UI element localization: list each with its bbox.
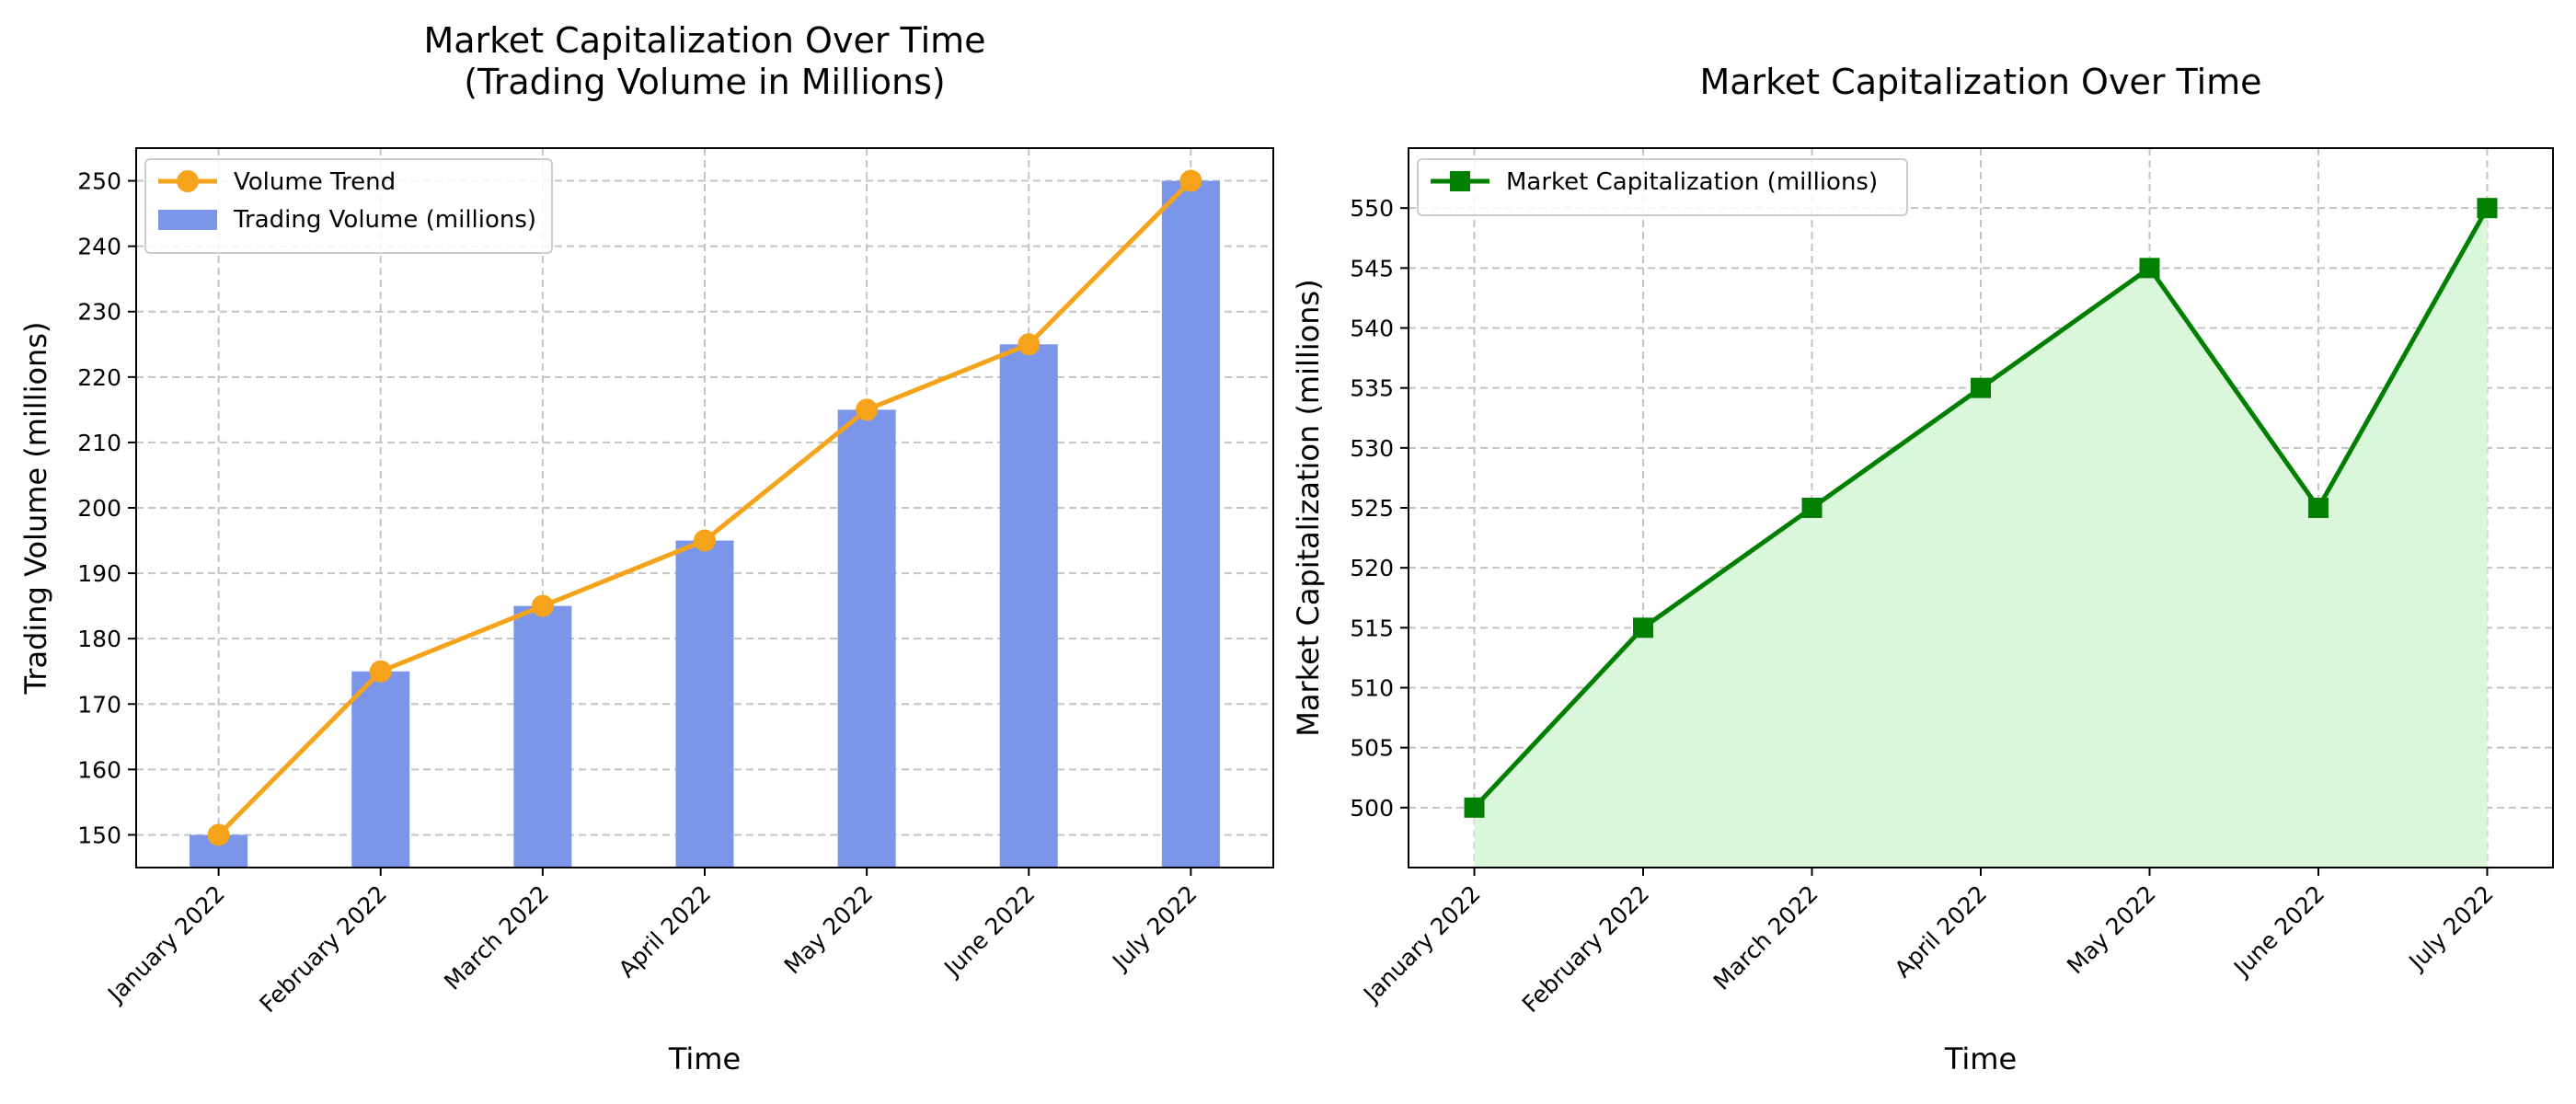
bar [1161, 180, 1220, 868]
x-axis-label: Time [1944, 1041, 2017, 1076]
data-point [1179, 169, 1202, 192]
y-tick-label: 500 [1350, 795, 1394, 822]
bar [837, 409, 896, 868]
legend-box [144, 158, 553, 254]
data-point [531, 594, 554, 617]
y-tick-label: 550 [1350, 195, 1394, 222]
y-tick-label: 220 [77, 364, 121, 391]
data-point [1018, 333, 1041, 356]
x-tick-label: June 2022 [2227, 880, 2329, 983]
data-point [856, 398, 879, 421]
legend-marker [1450, 171, 1470, 191]
x-tick-label: February 2022 [255, 880, 392, 1018]
chart-title: (Trading Volume in Millions) [464, 62, 945, 102]
y-tick-label: 210 [77, 430, 121, 456]
y-tick-label: 505 [1350, 735, 1394, 762]
data-point [207, 823, 230, 846]
x-tick-label: June 2022 [937, 880, 1040, 983]
data-point [369, 660, 392, 683]
y-axis-label: Trading Volume (millions) [18, 322, 53, 696]
data-point [2477, 198, 2498, 219]
chart-title: Market Capitalization Over Time [423, 20, 985, 61]
y-tick-label: 545 [1350, 255, 1394, 282]
x-axis-label: Time [668, 1041, 741, 1076]
volume-chart: Market Capitalization Over Time(Trading … [18, 20, 1274, 1076]
data-point [2139, 258, 2160, 279]
y-tick-label: 530 [1350, 435, 1394, 462]
x-tick-label: July 2022 [1106, 880, 1202, 976]
y-tick-label: 190 [77, 560, 121, 587]
y-tick-label: 160 [77, 756, 121, 783]
data-point [1971, 377, 1991, 398]
y-tick-label: 525 [1350, 495, 1394, 522]
y-axis-label: Market Capitalization (millions) [1291, 279, 1326, 736]
bar [513, 605, 572, 868]
data-point [694, 529, 716, 552]
y-tick-label: 520 [1350, 555, 1394, 581]
y-tick-label: 540 [1350, 316, 1394, 342]
legend-label: Trading Volume (millions) [233, 206, 536, 234]
data-point [1464, 797, 1485, 818]
x-tick-label: March 2022 [1708, 880, 1823, 995]
y-tick-label: 180 [77, 626, 121, 652]
legend-marker [177, 170, 199, 192]
chart-title: Market Capitalization Over Time [1699, 62, 2261, 102]
y-tick-label: 515 [1350, 615, 1394, 641]
x-tick-label: January 2022 [1357, 880, 1486, 1009]
legend: Volume Trend Trading Volume (millions) [144, 158, 553, 254]
data-point [2307, 498, 2329, 518]
y-tick-label: 230 [77, 299, 121, 326]
bar [675, 540, 734, 868]
x-tick-label: February 2022 [1517, 880, 1654, 1018]
legend-bar-swatch [158, 210, 217, 230]
area-fill [1474, 208, 2488, 868]
y-tick-label: 510 [1350, 675, 1394, 702]
legend: Market Capitalization (millions) [1417, 158, 1908, 216]
y-tick-label: 250 [77, 168, 121, 195]
legend-box [1417, 158, 1908, 216]
x-tick-label: January 2022 [101, 880, 230, 1009]
data-point [1801, 498, 1823, 518]
y-tick-label: 535 [1350, 375, 1394, 402]
x-tick-label: July 2022 [2402, 880, 2498, 976]
y-tick-label: 200 [77, 495, 121, 522]
data-point [1633, 617, 1654, 638]
bar [351, 671, 410, 868]
legend-label: Market Capitalization (millions) [1506, 168, 1878, 196]
y-tick-label: 170 [77, 691, 121, 718]
x-tick-label: May 2022 [2062, 880, 2161, 980]
y-tick-label: 240 [77, 234, 121, 260]
y-tick-label: 150 [77, 822, 121, 848]
x-tick-label: March 2022 [439, 880, 554, 995]
x-tick-label: April 2022 [614, 880, 717, 983]
bar [999, 344, 1058, 868]
legend-label: Volume Trend [234, 168, 396, 196]
x-tick-label: May 2022 [779, 880, 879, 980]
x-tick-label: April 2022 [1890, 880, 1993, 983]
market-cap-chart: Market Capitalization Over Time 500 505 510… [1291, 62, 2554, 1076]
